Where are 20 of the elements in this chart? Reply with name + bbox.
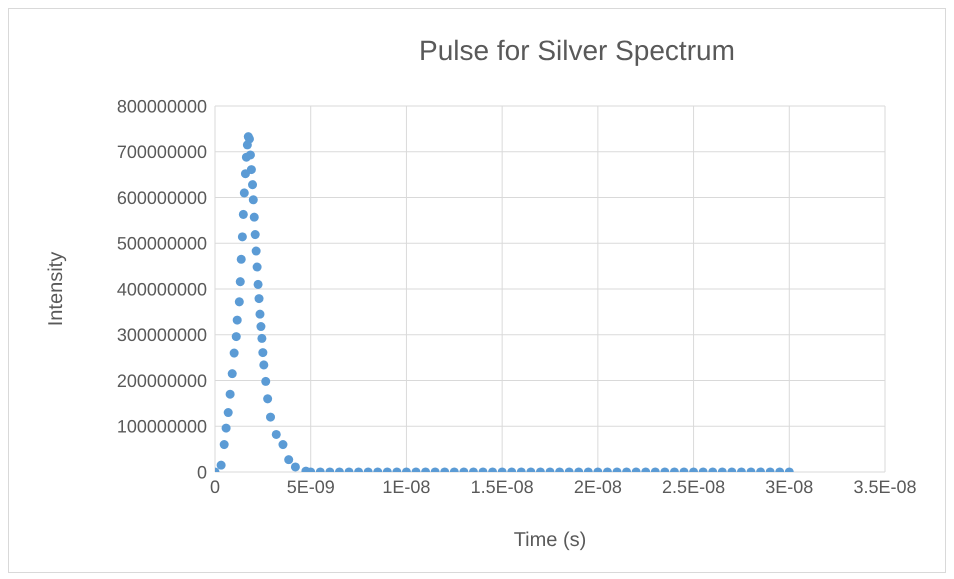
x-tick-label: 3.5E-08 <box>853 476 917 497</box>
y-tick-label: 100000000 <box>116 416 207 437</box>
chart-title: Pulse for Silver Spectrum <box>418 35 736 67</box>
y-tick-label: 0 <box>196 462 207 482</box>
y-tick-label: 700000000 <box>116 142 207 162</box>
x-tick-label: 0 <box>210 476 220 497</box>
y-axis-title: Intensity <box>45 252 68 326</box>
x-tick-label: 1.5E-08 <box>470 476 534 497</box>
y-tick-label: 400000000 <box>116 279 207 300</box>
y-tick-label: 500000000 <box>116 234 207 254</box>
x-tick-label: 2E-08 <box>574 476 622 497</box>
x-tick-label: 5E-09 <box>286 476 335 497</box>
x-tick-label: 2.5E-08 <box>662 476 726 497</box>
x-axis-title: Time (s) <box>514 529 586 551</box>
y-tick-label: 200000000 <box>116 370 207 391</box>
y-tick-label: 600000000 <box>116 188 207 208</box>
y-tick-label: 800000000 <box>116 96 207 116</box>
x-tick-label: 1E-08 <box>382 476 430 497</box>
y-tick-label: 300000000 <box>116 325 207 346</box>
x-tick-label: 3E-08 <box>765 476 814 497</box>
